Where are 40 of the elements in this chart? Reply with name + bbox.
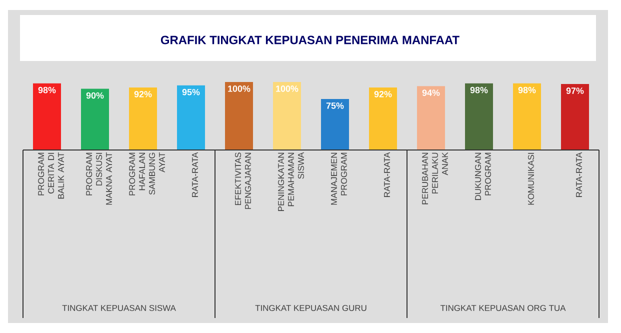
data-label: 98% [518,86,536,94]
data-label: 98% [470,86,488,94]
data-label: 95% [182,88,200,96]
text: TINGKAT KEPUASAN SISWA [62,305,176,311]
bar [129,87,157,150]
x-tick-label: MANAJEMEN PROGRAM [331,152,347,205]
x-tick-label: PENINGKATAN PEMAHAMAN SISWA [278,152,304,211]
x-tick-label: PROGRAM HAFALAN SAMBUNG AYAT [129,152,165,196]
bar [369,87,398,150]
data-label: 98% [38,86,56,94]
data-label: 92% [374,90,392,98]
x-tick-label: EFEKTIVITAS PENGAJARAN [235,152,251,209]
bar [465,83,494,150]
x-tick-label: RATA-RATA [576,152,582,197]
x-tick-label: DUKUNGAN PROGRAM [475,152,491,200]
bar [33,83,61,150]
text: TINGKAT KEPUASAN GURU [255,305,366,311]
data-label: 75% [326,102,344,109]
bar [561,84,590,150]
bar [273,82,302,150]
bar [177,85,206,150]
x-tick-label: PROGRAM DISKUSI MAKNA AYAT [86,152,112,205]
data-label: 90% [86,92,104,99]
data-label: 92% [134,90,152,98]
x-tick-label: KOMUNIKASI [528,152,534,205]
text: TINGKAT KEPUASAN ORG TUA [440,305,566,311]
bar [81,88,109,150]
data-label: 94% [422,90,440,96]
x-tick-label: RATA-RATA [192,152,198,197]
data-label: 100% [276,86,298,92]
data-label: 100% [228,86,250,92]
x-tick-label: PROGRAM CERITA DI BALIK AYAT [38,152,64,199]
chart-title: GRAFIK TINGKAT KEPUASAN PENERIMA MANFAAT [160,36,460,44]
bar [321,99,350,150]
data-label: 97% [566,88,584,94]
x-tick-label: PERUBAHAN PERILAKU ANAK [422,152,448,204]
bar [513,83,542,150]
x-tick-label: RATA-RATA [384,152,390,197]
bar [417,86,446,150]
bar [225,82,254,150]
